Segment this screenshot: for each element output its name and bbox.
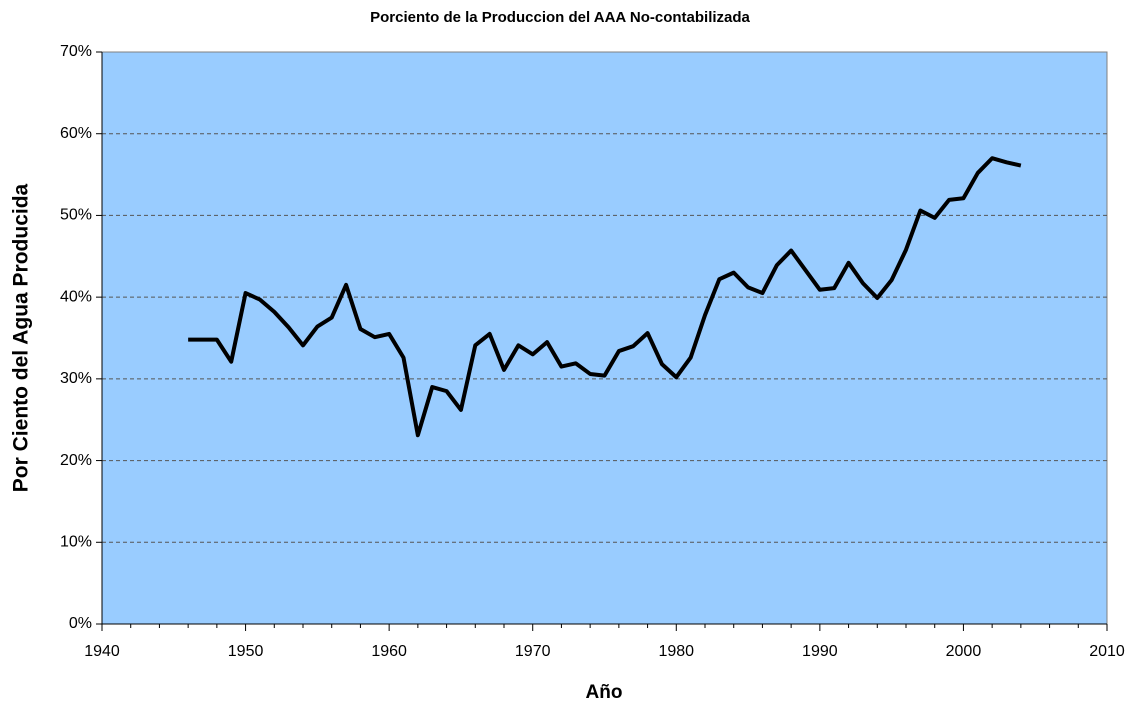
x-tick-label: 1980	[658, 643, 694, 660]
x-tick-label: 1950	[228, 643, 264, 660]
y-tick-label: 30%	[60, 370, 92, 387]
y-tick-label: 20%	[60, 452, 92, 469]
x-tick-label: 2000	[946, 643, 982, 660]
x-tick-label: 1940	[84, 643, 120, 660]
plot-area	[101, 51, 1108, 625]
x-tick-label: 1990	[802, 643, 838, 660]
y-tick-label: 40%	[60, 288, 92, 305]
y-tick-label: 10%	[60, 534, 92, 551]
y-tick-label: 60%	[60, 125, 92, 142]
x-tick-label: 1960	[371, 643, 407, 660]
x-axis-label: Año	[586, 682, 623, 703]
y-tick-label: 50%	[60, 207, 92, 224]
y-tick-label: 0%	[69, 615, 92, 632]
y-tick-label: 70%	[60, 43, 92, 60]
x-tick-label: 1970	[515, 643, 551, 660]
data-line	[188, 156, 1022, 438]
x-tick-label: 2010	[1089, 643, 1125, 660]
y-axis-label: Por Ciento del Agua Producida	[10, 183, 33, 492]
chart-title: Porciento de la Produccion del AAA No-co…	[370, 9, 750, 26]
